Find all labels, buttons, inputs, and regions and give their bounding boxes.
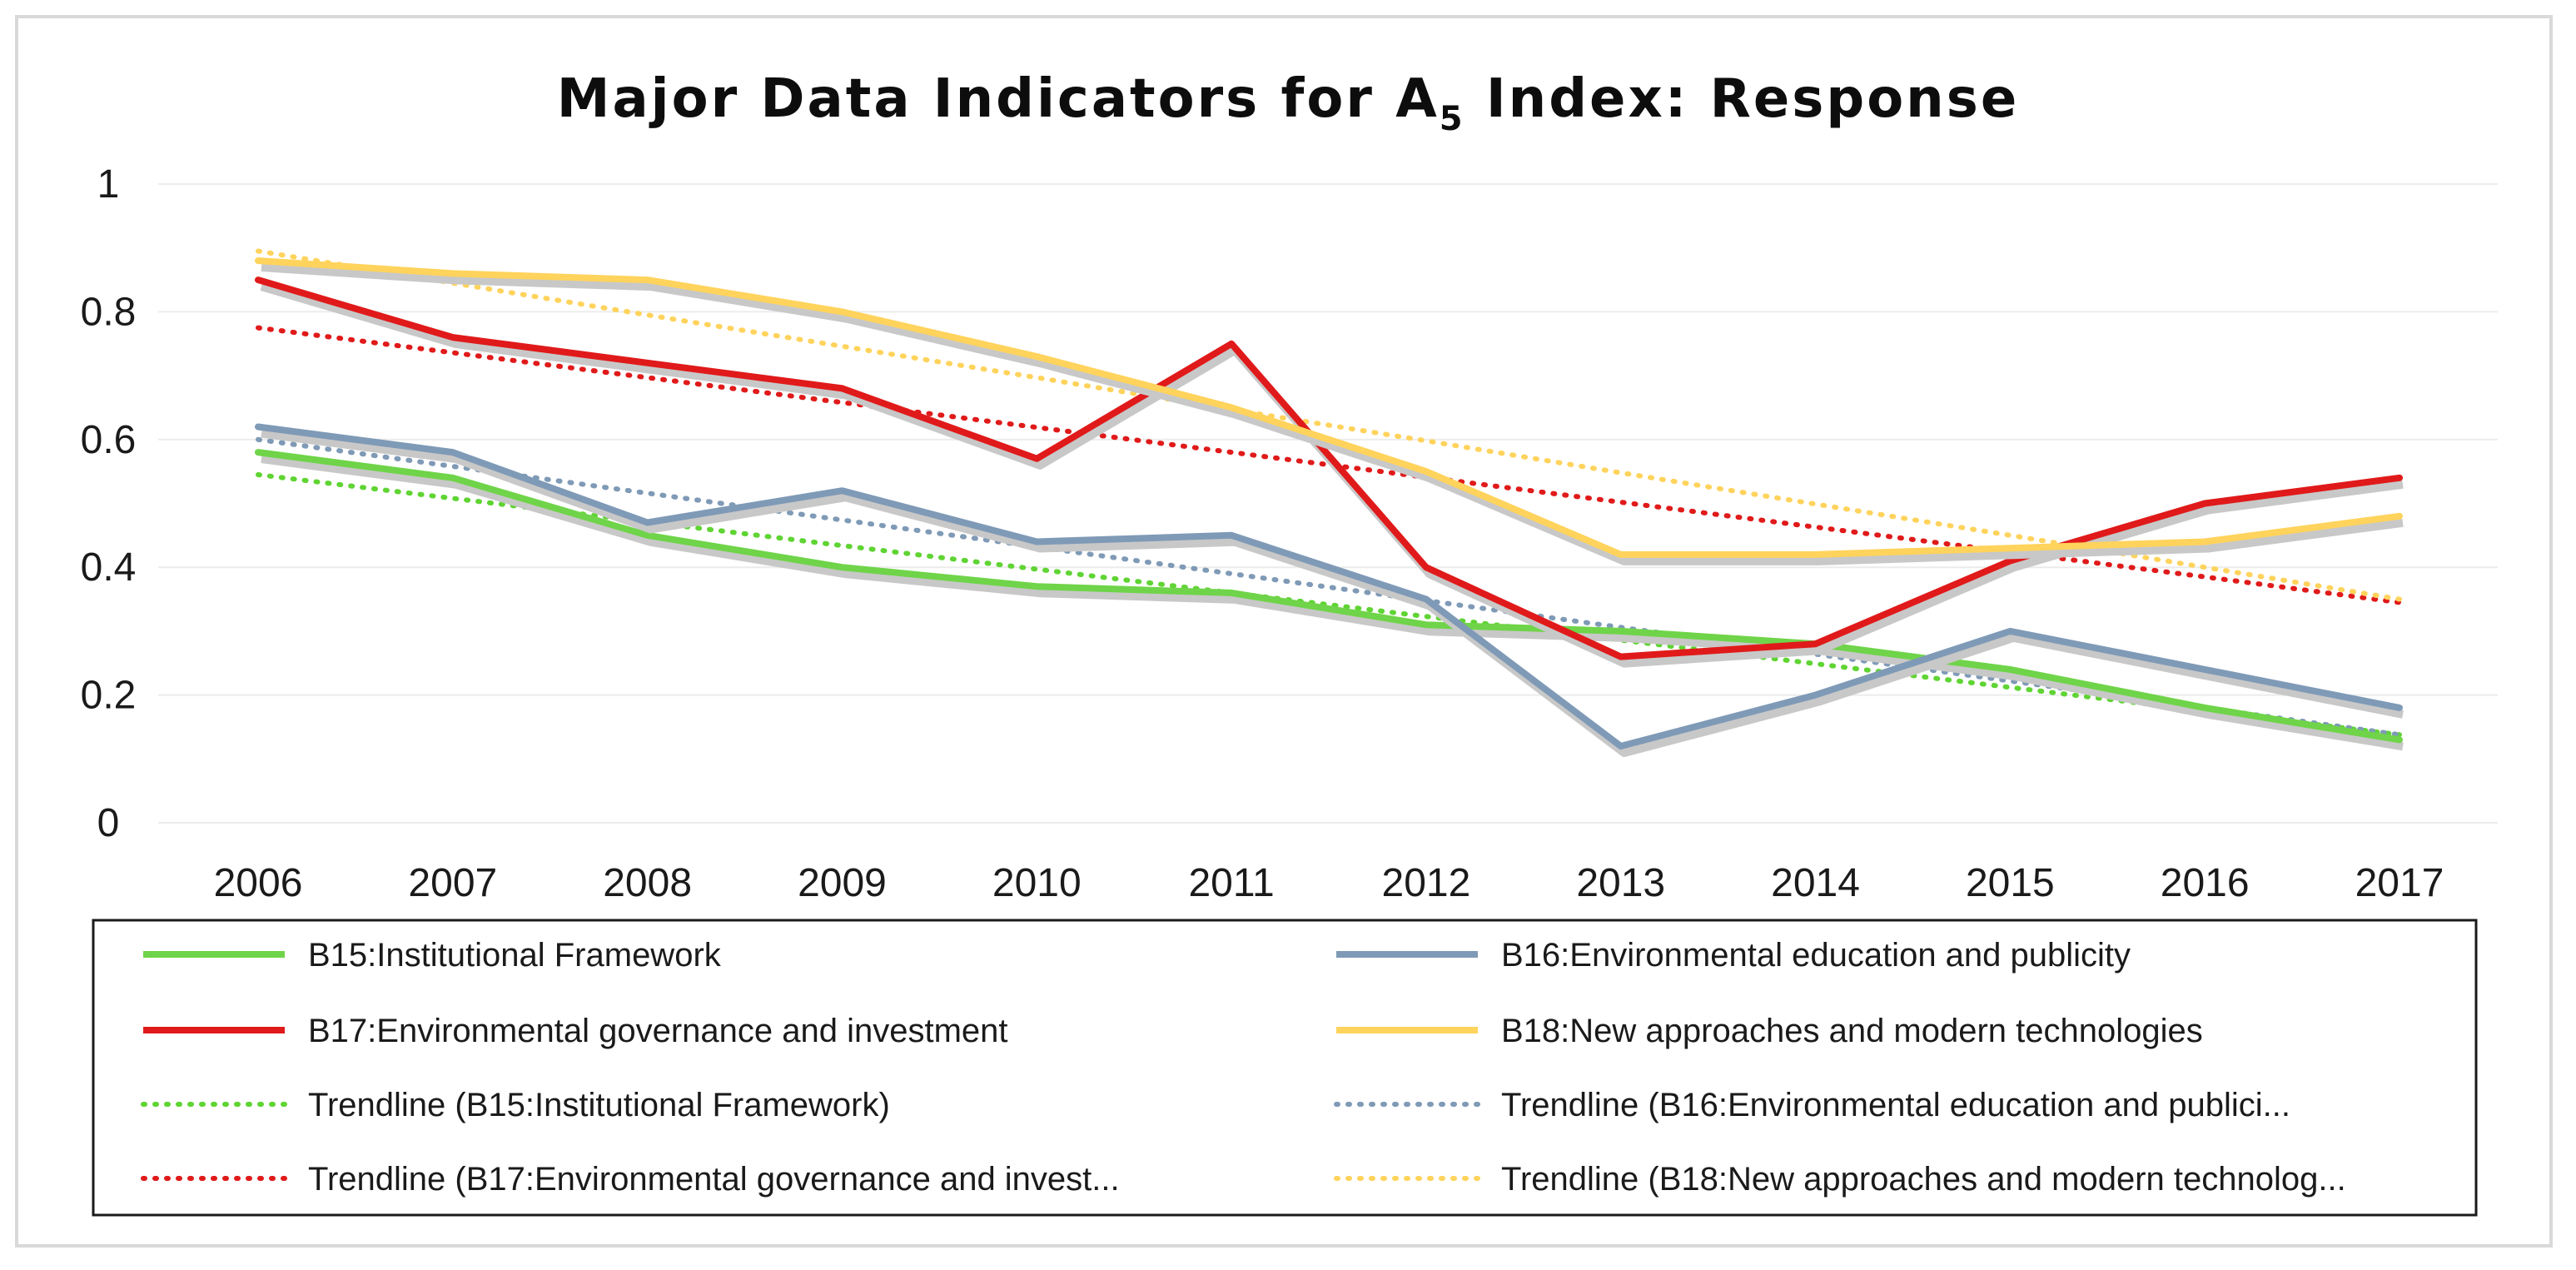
trendline-7 <box>256 325 2402 605</box>
x-tick-label: 2014 <box>1771 861 1860 905</box>
series-line <box>255 449 2403 744</box>
data-point <box>1815 643 1817 645</box>
series-line <box>255 257 2403 558</box>
y-tick-label: 0.8 <box>81 290 137 334</box>
series-4 <box>255 257 2404 565</box>
trendlines <box>256 248 2402 738</box>
series-line-shadow <box>261 263 2404 565</box>
data-point <box>647 362 649 364</box>
data-point <box>2399 707 2400 709</box>
data-point <box>2009 630 2011 632</box>
y-tick-label: 0.4 <box>81 545 137 590</box>
x-tick-label: 2013 <box>1576 861 1665 905</box>
data-point <box>2204 541 2206 543</box>
legend-label: B18:New approaches and modern technologi… <box>1501 1013 2203 1049</box>
data-point <box>1815 554 1817 555</box>
legend-item-2: B16:Environmental education and publicit… <box>1336 937 2131 974</box>
data-point <box>1425 471 1427 472</box>
data-point <box>2009 547 2011 549</box>
legend-label: Trendline (B18:New approaches and modern… <box>1501 1161 2346 1198</box>
data-point <box>452 336 454 338</box>
y-tick-label: 0 <box>97 801 120 845</box>
legend-label: Trendline (B16:Environmental education a… <box>1501 1087 2290 1123</box>
series-line-shadow <box>261 429 2404 757</box>
legend-label: B16:Environmental education and publicit… <box>1501 937 2131 974</box>
y-tick-label: 0.6 <box>81 418 137 462</box>
chart-frame <box>15 15 2553 1248</box>
legend-label: B15:Institutional Framework <box>308 937 722 974</box>
x-tick-label: 2012 <box>1382 861 1471 905</box>
legend-label: Trendline (B17:Environmental governance … <box>308 1161 1120 1198</box>
data-point <box>2204 707 2206 709</box>
x-tick-label: 2007 <box>408 861 497 905</box>
series-line <box>255 423 2403 750</box>
data-point <box>841 311 843 312</box>
legend-item-1: B15:Institutional Framework <box>143 937 722 974</box>
data-point <box>452 272 454 274</box>
data-point <box>1231 406 1232 408</box>
data-point <box>1620 554 1622 555</box>
series-line <box>255 276 2403 660</box>
data-point <box>2009 560 2011 562</box>
legend-item-7: Trendline (B17:Environmental governance … <box>141 1161 1120 1198</box>
data-point <box>1620 745 1622 747</box>
data-point <box>257 426 259 427</box>
data-point <box>2399 515 2400 517</box>
data-point <box>452 477 454 479</box>
data-point <box>257 279 259 281</box>
data-point <box>647 522 649 524</box>
series-1 <box>255 449 2404 751</box>
trendline-8 <box>256 248 2402 602</box>
data-point <box>647 279 649 281</box>
x-tick-label: 2010 <box>992 861 1082 905</box>
data-point <box>2009 669 2011 670</box>
x-tick-label: 2015 <box>1966 861 2055 905</box>
y-tick-label: 1 <box>97 162 120 207</box>
data-point <box>452 451 454 453</box>
legend-item-8: Trendline (B18:New approaches and modern… <box>1334 1161 2346 1198</box>
data-point <box>2399 477 2400 479</box>
y-axis-ticks: 0 0.2 0.4 0.6 0.8 1 <box>81 162 137 845</box>
legend-label: Trendline (B15:Institutional Framework) <box>308 1087 890 1123</box>
legend-label: B17:Environmental governance and investm… <box>308 1013 1008 1049</box>
x-axis-ticks: 2006 2007 2008 2009 2010 2011 2012 2013 2014 2015… <box>214 861 2444 905</box>
data-point <box>1425 566 1427 568</box>
data-point <box>1231 592 1232 594</box>
data-point <box>2204 503 2206 504</box>
y-tick-label: 0.2 <box>81 674 137 718</box>
x-tick-label: 2011 <box>1188 861 1274 905</box>
legend: B15:Institutional Framework B16:Environme… <box>141 937 2346 1198</box>
x-tick-label: 2009 <box>798 861 887 905</box>
data-point <box>2204 669 2206 670</box>
data-point <box>841 566 843 568</box>
x-tick-label: 2017 <box>2355 861 2444 905</box>
data-point <box>1620 656 1622 658</box>
legend-item-4: B18:New approaches and modern technologi… <box>1336 1013 2203 1049</box>
legend-item-5: Trendline (B15:Institutional Framework) <box>141 1087 890 1123</box>
series-line-shadow <box>261 455 2404 751</box>
data-point <box>1231 343 1232 345</box>
legend-box <box>92 919 2478 1217</box>
trendline-6 <box>256 436 2402 738</box>
x-tick-label: 2016 <box>2161 861 2250 905</box>
x-tick-label: 2008 <box>603 861 692 905</box>
data-point <box>257 451 259 453</box>
data-point <box>841 387 843 389</box>
x-tick-label: 2006 <box>214 861 303 905</box>
data-point <box>1425 599 1427 600</box>
series-2 <box>255 423 2404 757</box>
series-lines <box>255 257 2404 757</box>
data-point <box>1620 630 1622 632</box>
legend-item-3: B17:Environmental governance and investm… <box>143 1013 1008 1049</box>
legend-item-6: Trendline (B16:Environmental education a… <box>1334 1087 2290 1123</box>
chart-title: Major Data Indicators for A5 Index: Resp… <box>557 68 2019 138</box>
